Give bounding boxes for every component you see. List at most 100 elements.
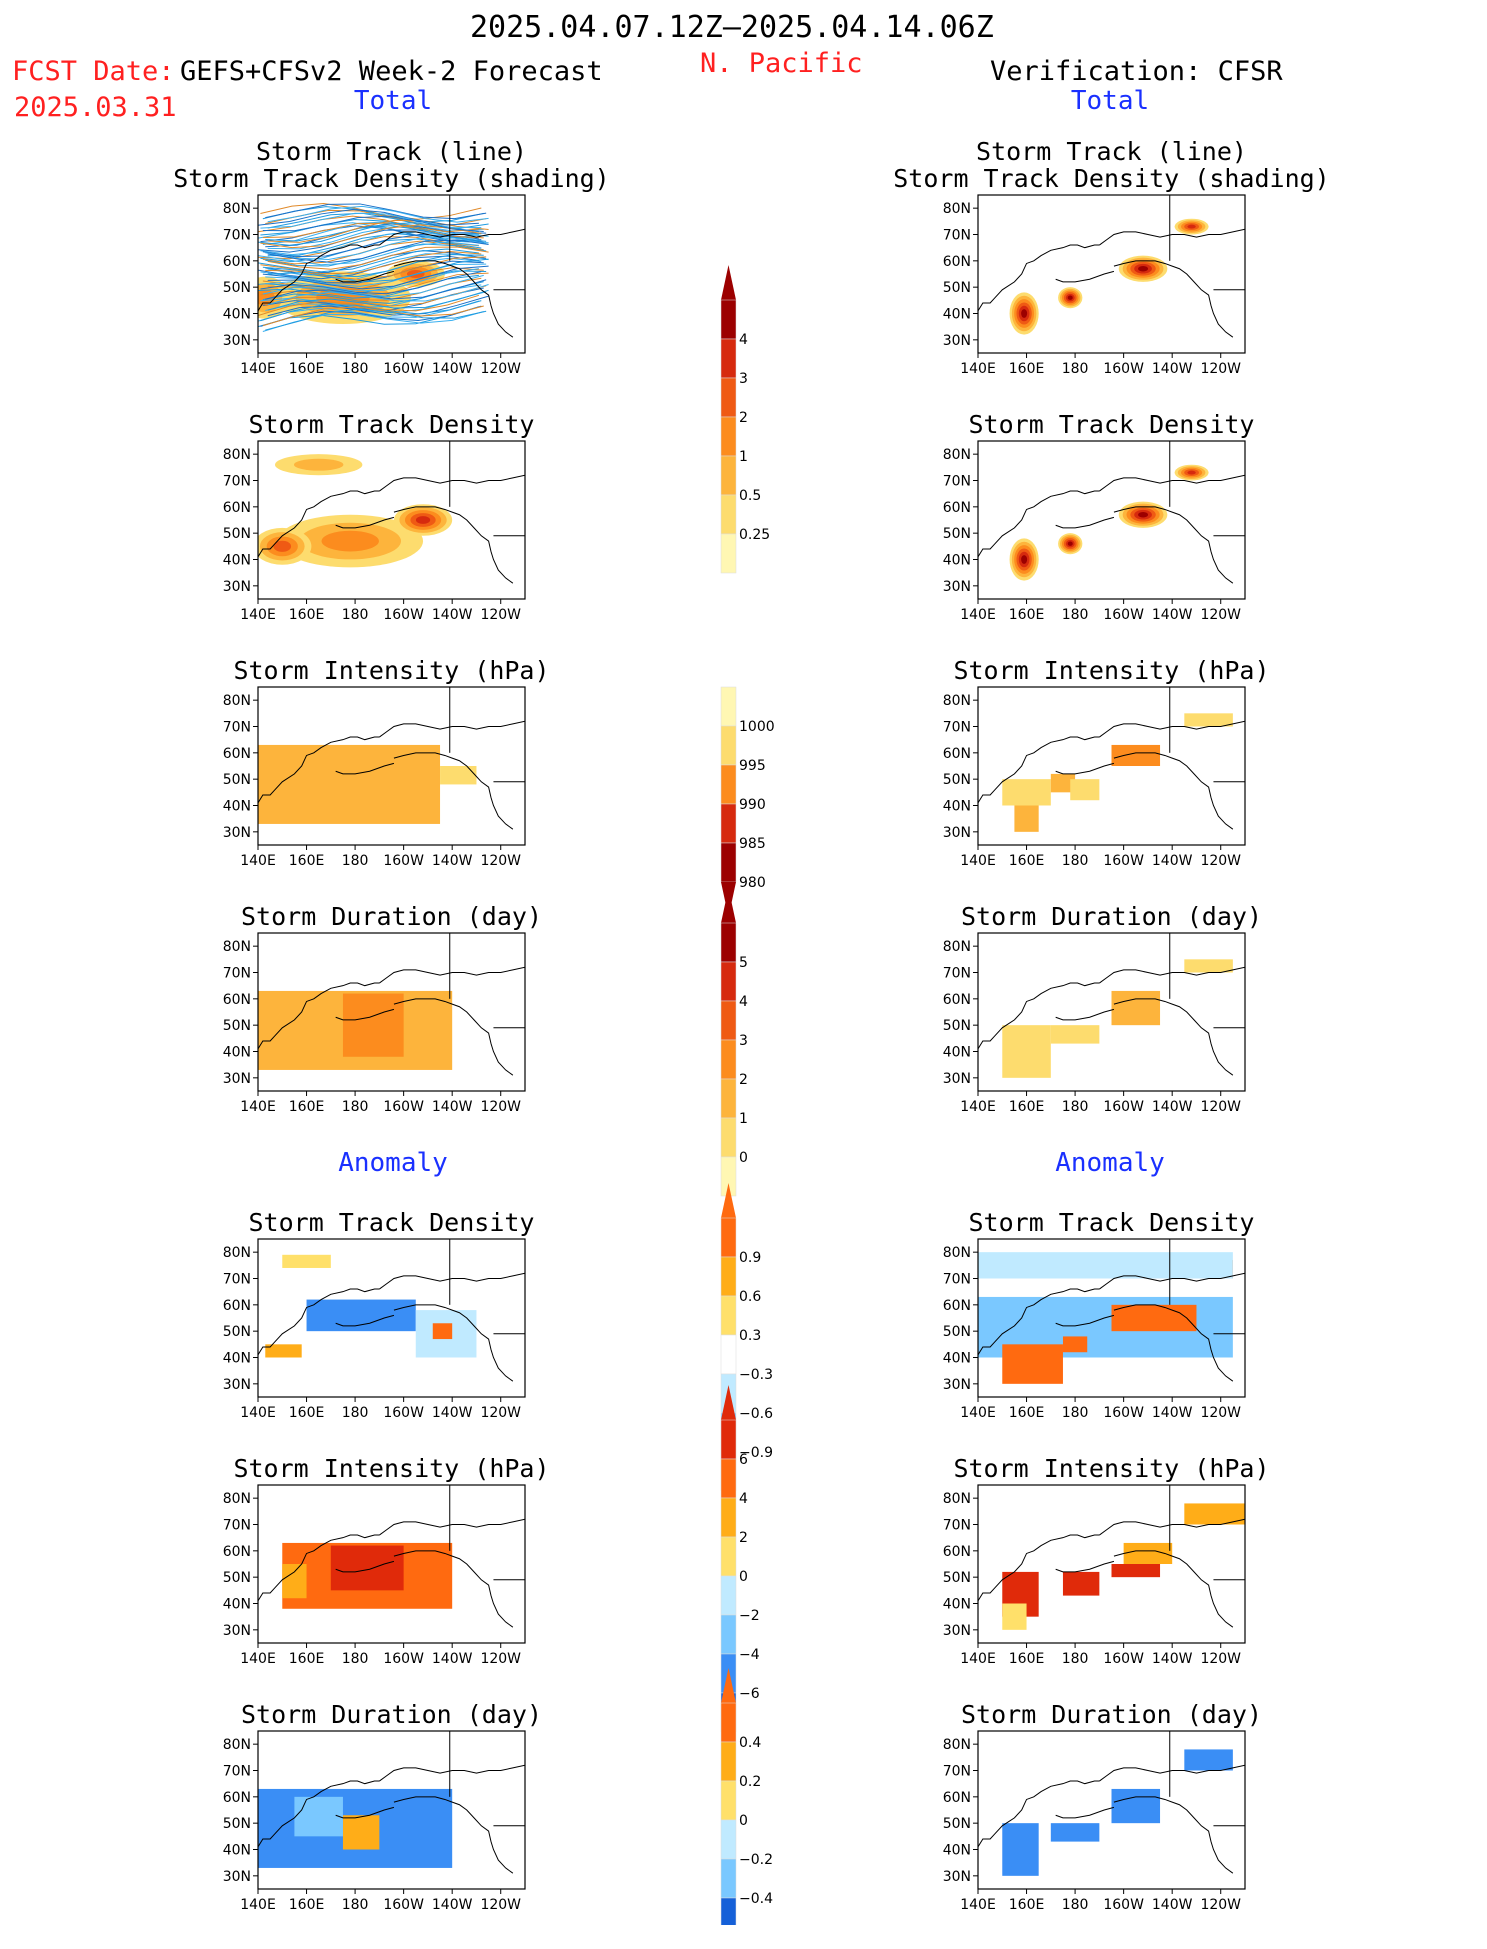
anomaly-block: [1184, 1749, 1233, 1771]
storm-track-line: [262, 305, 484, 327]
map-plot: 80N 70N 60N 50N 40N 30N 140E 160E 180 160W 140W 120…: [943, 1238, 1246, 1421]
fcst-date-value: 2025.03.31: [14, 92, 177, 123]
lat-tick-label: 40N: [223, 1843, 251, 1859]
lat-tick-label: 70N: [223, 966, 251, 982]
storm-track-line: [265, 263, 487, 287]
coastline: [1099, 966, 1245, 984]
colorbar-swatch: [720, 1536, 737, 1577]
colorbar-label: −4: [739, 1647, 760, 1663]
colorbar-label: 985: [739, 836, 766, 852]
lon-tick-label: 160E: [1009, 1099, 1045, 1115]
colorbar-label: −0.6: [739, 1406, 773, 1422]
anomaly-block: [1002, 1603, 1027, 1630]
lat-tick-label: 70N: [223, 720, 251, 736]
coastline: [335, 762, 395, 775]
colorbar-label: 2: [739, 1072, 748, 1088]
lon-tick-label: 140E: [240, 1099, 276, 1115]
lon-tick-label: 160W: [383, 361, 424, 377]
panel-title: Storm Intensity (hPa): [953, 1454, 1270, 1483]
colorbar-swatch: [720, 1295, 737, 1336]
panel-title: Storm Track Density (shading): [173, 164, 610, 193]
storm-track-line: [262, 215, 484, 232]
section-anomaly-verification: Anomaly: [1055, 1148, 1165, 1178]
lon-tick-label: 140E: [960, 1897, 996, 1913]
coastline: [978, 1534, 1100, 1602]
lat-tick-label: 60N: [943, 746, 971, 762]
colorbar-label: 0.4: [739, 1735, 761, 1751]
density-shading: [1187, 224, 1196, 229]
lon-tick-label: 180: [1062, 1651, 1089, 1667]
lon-tick-label: 120W: [1200, 1099, 1241, 1115]
colorbar-arrow: [721, 1183, 736, 1218]
lon-tick-label: 160W: [383, 1405, 424, 1421]
colorbar-label: 995: [739, 758, 766, 774]
coastline: [1099, 228, 1245, 246]
lat-tick-label: 30N: [943, 1071, 971, 1087]
lon-tick-label: 160E: [289, 361, 325, 377]
anomaly-block: [1111, 1788, 1161, 1824]
lat-tick-label: 80N: [943, 447, 971, 463]
lon-tick-label: 160E: [1009, 1897, 1045, 1913]
colorbar-label: 0.25: [739, 527, 770, 543]
panel-title: Storm Track Density: [248, 410, 535, 439]
density-shading: [1021, 309, 1028, 318]
coastline: [379, 1518, 525, 1536]
map-plot: 80N 70N 60N 50N 40N 30N 140E 160E 180 160W 140W 120…: [943, 932, 1246, 1115]
value-block: [1111, 990, 1161, 1026]
anomaly-block: [1062, 1571, 1100, 1596]
lon-tick-label: 120W: [480, 1897, 521, 1913]
lon-tick-label: 120W: [480, 1651, 521, 1667]
colorbar-label: 0.3: [739, 1328, 761, 1344]
lon-tick-label: 120W: [480, 853, 521, 869]
lon-tick-label: 160W: [383, 607, 424, 623]
plot-frame: [977, 440, 1246, 600]
coastline: [1055, 762, 1115, 775]
storm-track-line: [265, 308, 487, 331]
coastline: [1055, 1314, 1115, 1327]
lon-tick-label: 160E: [1009, 853, 1045, 869]
lon-tick-label: 140W: [432, 1099, 473, 1115]
anomaly-block: [330, 1545, 404, 1591]
map-plot: 80N 70N 60N 50N 40N 30N 140E 160E 180 160W 140W 120…: [223, 1484, 526, 1667]
colorbar-label: 0.9: [739, 1250, 761, 1266]
plot-frame: [977, 1730, 1246, 1890]
colorbar-swatch: [720, 377, 737, 418]
lon-tick-label: 160W: [383, 1099, 424, 1115]
lon-tick-label: 140W: [1152, 361, 1193, 377]
lat-tick-label: 70N: [943, 720, 971, 736]
anomaly-block: [1123, 1542, 1173, 1564]
coastline: [978, 736, 1100, 804]
colorbar-label: 0.6: [739, 1289, 761, 1305]
lon-tick-label: 140W: [1152, 607, 1193, 623]
lon-tick-label: 160E: [289, 1099, 325, 1115]
lat-tick-label: 40N: [943, 1843, 971, 1859]
lat-tick-label: 80N: [223, 1737, 251, 1753]
lon-tick-label: 140E: [960, 1651, 996, 1667]
colorbar-label: 5: [739, 955, 748, 971]
coastline: [1055, 1560, 1115, 1573]
lon-tick-label: 140E: [240, 1405, 276, 1421]
lat-tick-label: 60N: [943, 254, 971, 270]
lon-tick-label: 140E: [240, 361, 276, 377]
value-block: [1050, 1025, 1100, 1044]
plot-frame: [257, 1730, 526, 1890]
coastline: [258, 1780, 380, 1848]
colorbar-swatch: [720, 1419, 737, 1460]
value-block: [440, 766, 477, 785]
lat-tick-label: 30N: [223, 1869, 251, 1885]
lon-tick-label: 180: [342, 1651, 369, 1667]
lat-tick-label: 60N: [943, 500, 971, 516]
lat-tick-label: 50N: [943, 1018, 971, 1034]
coastline: [393, 752, 514, 830]
colorbar-swatch: [720, 1117, 737, 1158]
colorbar-label: 2: [739, 1530, 748, 1546]
coastline: [1113, 1304, 1234, 1382]
plot-frame: [257, 1484, 526, 1644]
coastline: [1055, 1008, 1115, 1021]
lon-tick-label: 140W: [432, 1405, 473, 1421]
anomaly-block: [432, 1323, 453, 1340]
colorbar-label: −2: [739, 1608, 760, 1624]
lat-tick-label: 60N: [943, 1544, 971, 1560]
lon-tick-label: 140E: [240, 607, 276, 623]
density-shading: [1138, 512, 1149, 518]
